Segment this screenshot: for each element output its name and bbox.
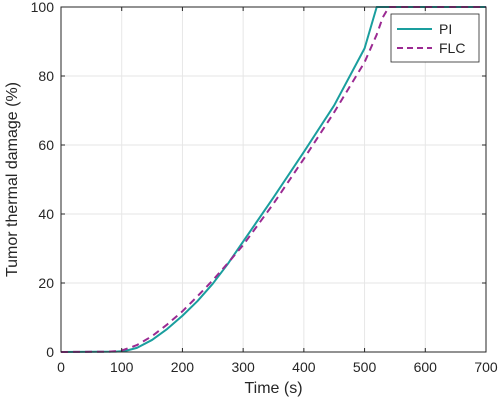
- series-lines: [60, 6, 486, 353]
- y-axis-label: Tumor thermal damage (%): [4, 82, 21, 277]
- plot-frame: [60, 6, 487, 353]
- y-tick-label: 80: [38, 68, 54, 84]
- y-tick-label: 0: [46, 344, 54, 360]
- x-tick-label: 600: [414, 359, 438, 375]
- x-tick-label: 500: [353, 359, 377, 375]
- x-tick-label: 700: [474, 359, 498, 375]
- series-line-pi: [60, 6, 486, 353]
- x-tick-label: 400: [292, 359, 316, 375]
- x-tick-label: 200: [171, 359, 195, 375]
- legend-label-pi: PI: [439, 21, 452, 37]
- y-tick-label: 60: [38, 137, 54, 153]
- y-tick-label: 40: [38, 206, 54, 222]
- plot-area: [61, 7, 486, 352]
- x-axis-label: Time (s): [244, 380, 302, 397]
- y-tick-labels: 0 20 40 60 80 100: [31, 0, 55, 360]
- legend: PI FLC: [390, 13, 480, 63]
- y-tick-label: 100: [31, 0, 55, 15]
- x-tick-label: 100: [110, 359, 134, 375]
- tick-marks: [60, 6, 487, 353]
- legend-label-flc: FLC: [439, 40, 465, 56]
- legend-box: [390, 13, 480, 63]
- x-tick-label: 300: [231, 359, 255, 375]
- y-tick-label: 20: [38, 275, 54, 291]
- x-tick-labels: 0 100 200 300 400 500 600 700: [57, 359, 498, 375]
- x-tick-label: 0: [57, 359, 65, 375]
